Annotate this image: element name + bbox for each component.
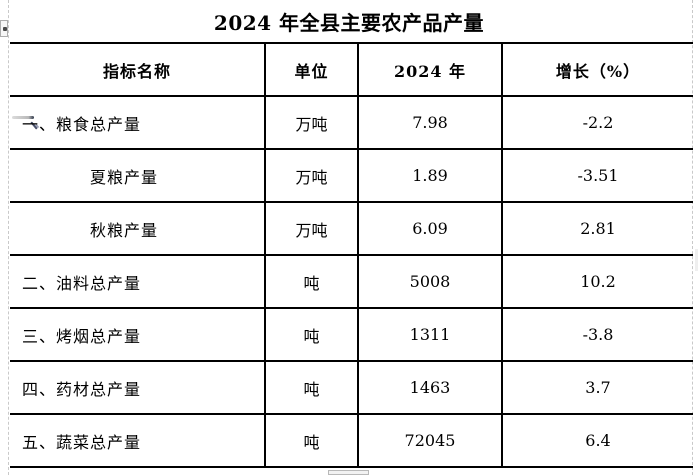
growth-cell: 10.2 <box>501 254 693 308</box>
table-row: 四、药材总产量吨 1463 3.7 <box>10 360 693 414</box>
unit-cell: 吨 <box>264 307 358 361</box>
value-cell: 7.98 <box>357 95 502 149</box>
table-row: 三、烤烟总产量吨 1311 -3.8 <box>10 307 693 361</box>
table-row: 二、油料总产量吨 5008 10.2 <box>10 254 693 308</box>
indicator-cell: 五、蔬菜总产量 <box>10 413 265 467</box>
unit-cell: 吨 <box>264 413 358 467</box>
table-move-handle-icon[interactable] <box>0 20 8 37</box>
text-boundary-left-line <box>8 0 9 475</box>
unit-cell: 万吨 <box>264 201 358 255</box>
table-header-row: 指标名称 单位 2024 年 增长（%） <box>10 42 693 96</box>
move-handle-dot-icon <box>3 27 7 31</box>
growth-cell: 2.81 <box>501 201 693 255</box>
table-row: 一、粮食总产量 万吨 7.98 -2.2 <box>10 95 693 149</box>
page-title: 2024 年全县主要农产品产量 <box>213 11 485 35</box>
indicator-cell: 三、烤烟总产量 <box>10 307 265 361</box>
value-cell: 6.09 <box>357 201 502 255</box>
table-row: 夏粮产量 万吨 1.89 -3.51 <box>10 148 693 202</box>
indicator-cell: 四、药材总产量 <box>10 360 265 414</box>
column-header-year: 2024 年 <box>357 42 502 96</box>
growth-cell: -2.2 <box>501 95 693 149</box>
unit-cell: 吨 <box>264 360 358 414</box>
table-body: 一、粮食总产量 万吨 7.98 -2.2 夏粮产量 万吨 1.89 -3.51 秋粮产量 万吨 6.… <box>10 95 693 467</box>
column-header-indicator: 指标名称 <box>10 42 265 96</box>
value-cell: 1311 <box>357 307 502 361</box>
growth-cell: 6.4 <box>501 413 693 467</box>
unit-cell: 万吨 <box>264 148 358 202</box>
unit-cell: 吨 <box>264 254 358 308</box>
right-edge-fragment <box>695 249 698 271</box>
value-cell: 72045 <box>357 413 502 467</box>
scrollbar-thumb-fragment[interactable] <box>328 470 369 475</box>
value-cell: 1463 <box>357 360 502 414</box>
agricultural-output-table: 指标名称 单位 2024 年 增长（%） 一、粮食总产量 万吨 7.98 -2.2 夏粮… <box>10 42 693 468</box>
growth-cell: -3.51 <box>501 148 693 202</box>
growth-cell: 3.7 <box>501 360 693 414</box>
indicator-cell: 一、粮食总产量 <box>10 95 265 149</box>
column-header-unit: 单位 <box>264 42 358 96</box>
indicator-cell: 秋粮产量 <box>10 201 265 255</box>
growth-cell: -3.8 <box>501 307 693 361</box>
column-header-growth: 增长（%） <box>501 42 693 96</box>
value-cell: 5008 <box>357 254 502 308</box>
indicator-cell: 夏粮产量 <box>10 148 265 202</box>
value-cell: 1.89 <box>357 148 502 202</box>
table-row: 五、蔬菜总产量吨 72045 6.4 <box>10 413 693 467</box>
unit-cell: 万吨 <box>264 95 358 149</box>
table-row: 秋粮产量 万吨 6.09 2.81 <box>10 201 693 255</box>
indicator-cell: 二、油料总产量 <box>10 254 265 308</box>
